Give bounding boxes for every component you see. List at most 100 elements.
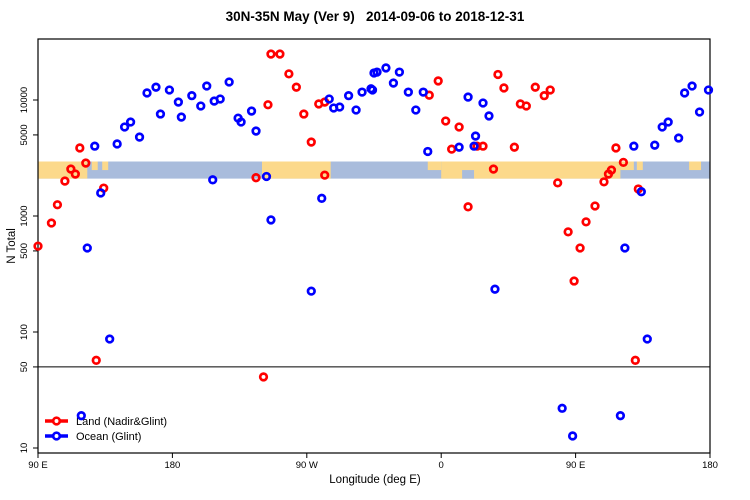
data-point-land: [46, 218, 57, 228]
data-point-land: [545, 85, 555, 95]
x-tick-label: 0: [439, 460, 444, 471]
data-point-ocean: [642, 334, 652, 344]
data-point-land: [81, 158, 91, 168]
y-tick-label: 5000: [19, 124, 30, 145]
y-tick-label: 100: [19, 324, 30, 340]
data-point-ocean: [403, 87, 413, 97]
data-point-ocean: [411, 105, 421, 115]
data-point-ocean: [142, 88, 152, 98]
data-point-land: [91, 355, 101, 365]
y-tick-label: 10000: [19, 87, 30, 113]
data-point-ocean: [173, 97, 184, 107]
data-point-ocean: [196, 101, 206, 111]
data-point-ocean: [367, 85, 378, 95]
data-point-ocean: [261, 171, 272, 182]
data-point-ocean: [125, 117, 136, 127]
x-tick-label: 90 E: [28, 460, 48, 471]
map-band-segment-land: [38, 161, 88, 179]
data-point-ocean: [673, 133, 684, 143]
x-tick-label: 180: [702, 460, 718, 471]
data-point-ocean: [469, 141, 479, 151]
data-point-ocean: [703, 85, 714, 95]
data-point-land: [599, 177, 609, 187]
data-point-ocean: [567, 431, 578, 441]
data-point-land: [441, 116, 451, 126]
x-tick-label: 90 E: [566, 460, 586, 471]
data-point-land: [251, 173, 261, 183]
data-point-ocean: [484, 111, 494, 121]
chart-title: 30N-35N May (Ver 9) 2014-09-06 to 2018-1…: [225, 9, 525, 24]
data-point-ocean: [557, 403, 567, 413]
x-tick-label: 180: [164, 460, 180, 471]
data-point-ocean: [636, 187, 646, 197]
data-point-ocean: [650, 140, 660, 150]
data-point-land: [569, 276, 579, 286]
map-band-segment-land: [486, 161, 621, 179]
plot-border: [37, 38, 711, 454]
data-point-land: [563, 227, 573, 237]
data-point-ocean: [96, 188, 106, 198]
data-point-land: [320, 170, 330, 180]
y-tick-label: 1000: [19, 205, 30, 226]
map-band-segment-land: [262, 161, 331, 179]
data-point-ocean: [490, 284, 500, 294]
legend-label: Land (Nadir&Glint): [76, 416, 167, 428]
map-band-segment-land: [636, 161, 643, 171]
data-point-ocean: [112, 139, 122, 149]
data-point-ocean: [629, 141, 639, 151]
data-point-land: [284, 69, 294, 79]
data-point-ocean: [394, 67, 405, 77]
data-point-ocean: [335, 102, 345, 112]
data-point-ocean: [357, 87, 367, 97]
data-point-land: [630, 355, 640, 365]
data-point-land: [66, 164, 76, 174]
data-point-land: [306, 137, 316, 147]
data-point-land: [447, 144, 457, 154]
data-point-ocean: [251, 126, 261, 136]
data-point-land: [499, 83, 509, 93]
map-band-segment-land: [91, 161, 98, 171]
data-point-ocean: [478, 98, 488, 108]
data-point-land: [581, 217, 591, 227]
data-point-land: [433, 76, 443, 86]
data-point-ocean: [687, 81, 697, 91]
data-point-ocean: [454, 142, 464, 152]
data-point-ocean: [418, 87, 428, 97]
data-point-land: [75, 143, 85, 153]
data-point-ocean: [657, 122, 667, 132]
legend-marker: [51, 416, 62, 426]
data-point-ocean: [176, 112, 187, 122]
x-axis-label: Longitude (deg E): [329, 474, 421, 486]
data-point-ocean: [202, 81, 212, 91]
data-point-land: [509, 142, 520, 152]
data-point-land: [521, 101, 531, 111]
map-band-segment-land: [689, 161, 702, 171]
data-point-ocean: [90, 141, 100, 151]
data-point-land: [275, 49, 285, 59]
data-point-land: [539, 91, 549, 101]
data-point-land: [266, 49, 276, 59]
y-tick-label: 10: [19, 443, 30, 454]
data-point-ocean: [208, 175, 218, 185]
data-point-land: [618, 157, 629, 168]
data-point-land: [70, 169, 80, 179]
data-point-ocean: [615, 411, 626, 421]
data-point-ocean: [317, 193, 327, 203]
data-point-land: [611, 143, 621, 153]
data-point-ocean: [694, 107, 705, 117]
map-band-segment-land: [620, 161, 634, 171]
data-point-ocean: [620, 243, 630, 253]
data-point-ocean: [463, 92, 473, 102]
y-tick-label: 50: [19, 362, 30, 373]
data-point-land: [553, 178, 563, 188]
data-point-land: [258, 372, 269, 382]
data-point-ocean: [151, 82, 161, 92]
data-point-land: [263, 100, 273, 110]
data-point-ocean: [134, 132, 145, 142]
data-point-land: [493, 69, 503, 80]
map-band-segment-ocean: [462, 170, 475, 179]
data-point-ocean: [679, 88, 690, 98]
data-point-land: [530, 82, 540, 92]
